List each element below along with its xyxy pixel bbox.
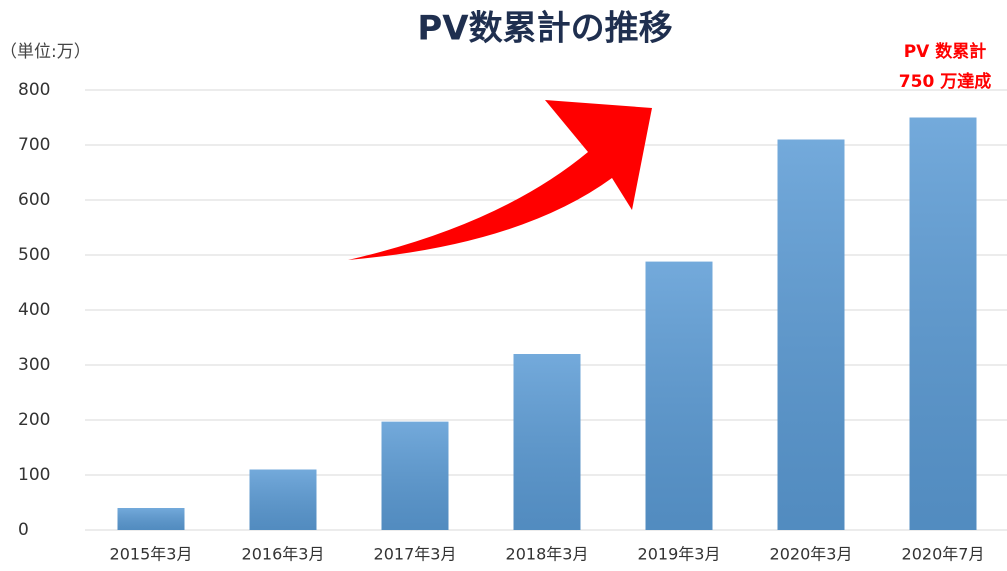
- x-tick-label: 2019年3月: [638, 545, 721, 564]
- bar-shade: [117, 508, 185, 530]
- bar-shade: [909, 117, 977, 530]
- x-tick-label: 2020年7月: [902, 545, 985, 564]
- y-tick-label: 300: [18, 355, 50, 375]
- x-tick-label: 2016年3月: [242, 545, 325, 564]
- annotation: 750 万達成: [899, 71, 991, 92]
- bar-shade: [777, 139, 845, 530]
- y-tick-label: 400: [18, 300, 50, 320]
- x-tick-label: 2020年3月: [770, 545, 853, 564]
- annotation: PV 数累計: [904, 41, 987, 62]
- bar-shade: [381, 421, 449, 530]
- x-tick-label: 2015年3月: [110, 545, 193, 564]
- chart-title: PV数累計の推移: [417, 9, 672, 49]
- x-tick-label: 2017年3月: [374, 545, 457, 564]
- trend-arrow: [348, 100, 652, 260]
- x-tick-label: 2018年3月: [506, 545, 589, 564]
- bar-shade: [645, 261, 713, 530]
- y-tick-label: 100: [18, 465, 50, 485]
- bar-shade: [249, 469, 317, 530]
- y-tick-label: 0: [18, 520, 29, 540]
- y-tick-label: 700: [18, 135, 50, 155]
- bar-shade: [513, 354, 581, 530]
- unit-label: （単位:万）: [0, 42, 91, 62]
- y-tick-label: 600: [18, 190, 50, 210]
- y-tick-label: 500: [18, 245, 50, 265]
- y-tick-label: 200: [18, 410, 50, 430]
- plot-area: 0 100 200 300 400 500 600 700 800 2015年3月 2016年3月 2…: [18, 80, 1007, 564]
- y-tick-label: 800: [18, 80, 50, 100]
